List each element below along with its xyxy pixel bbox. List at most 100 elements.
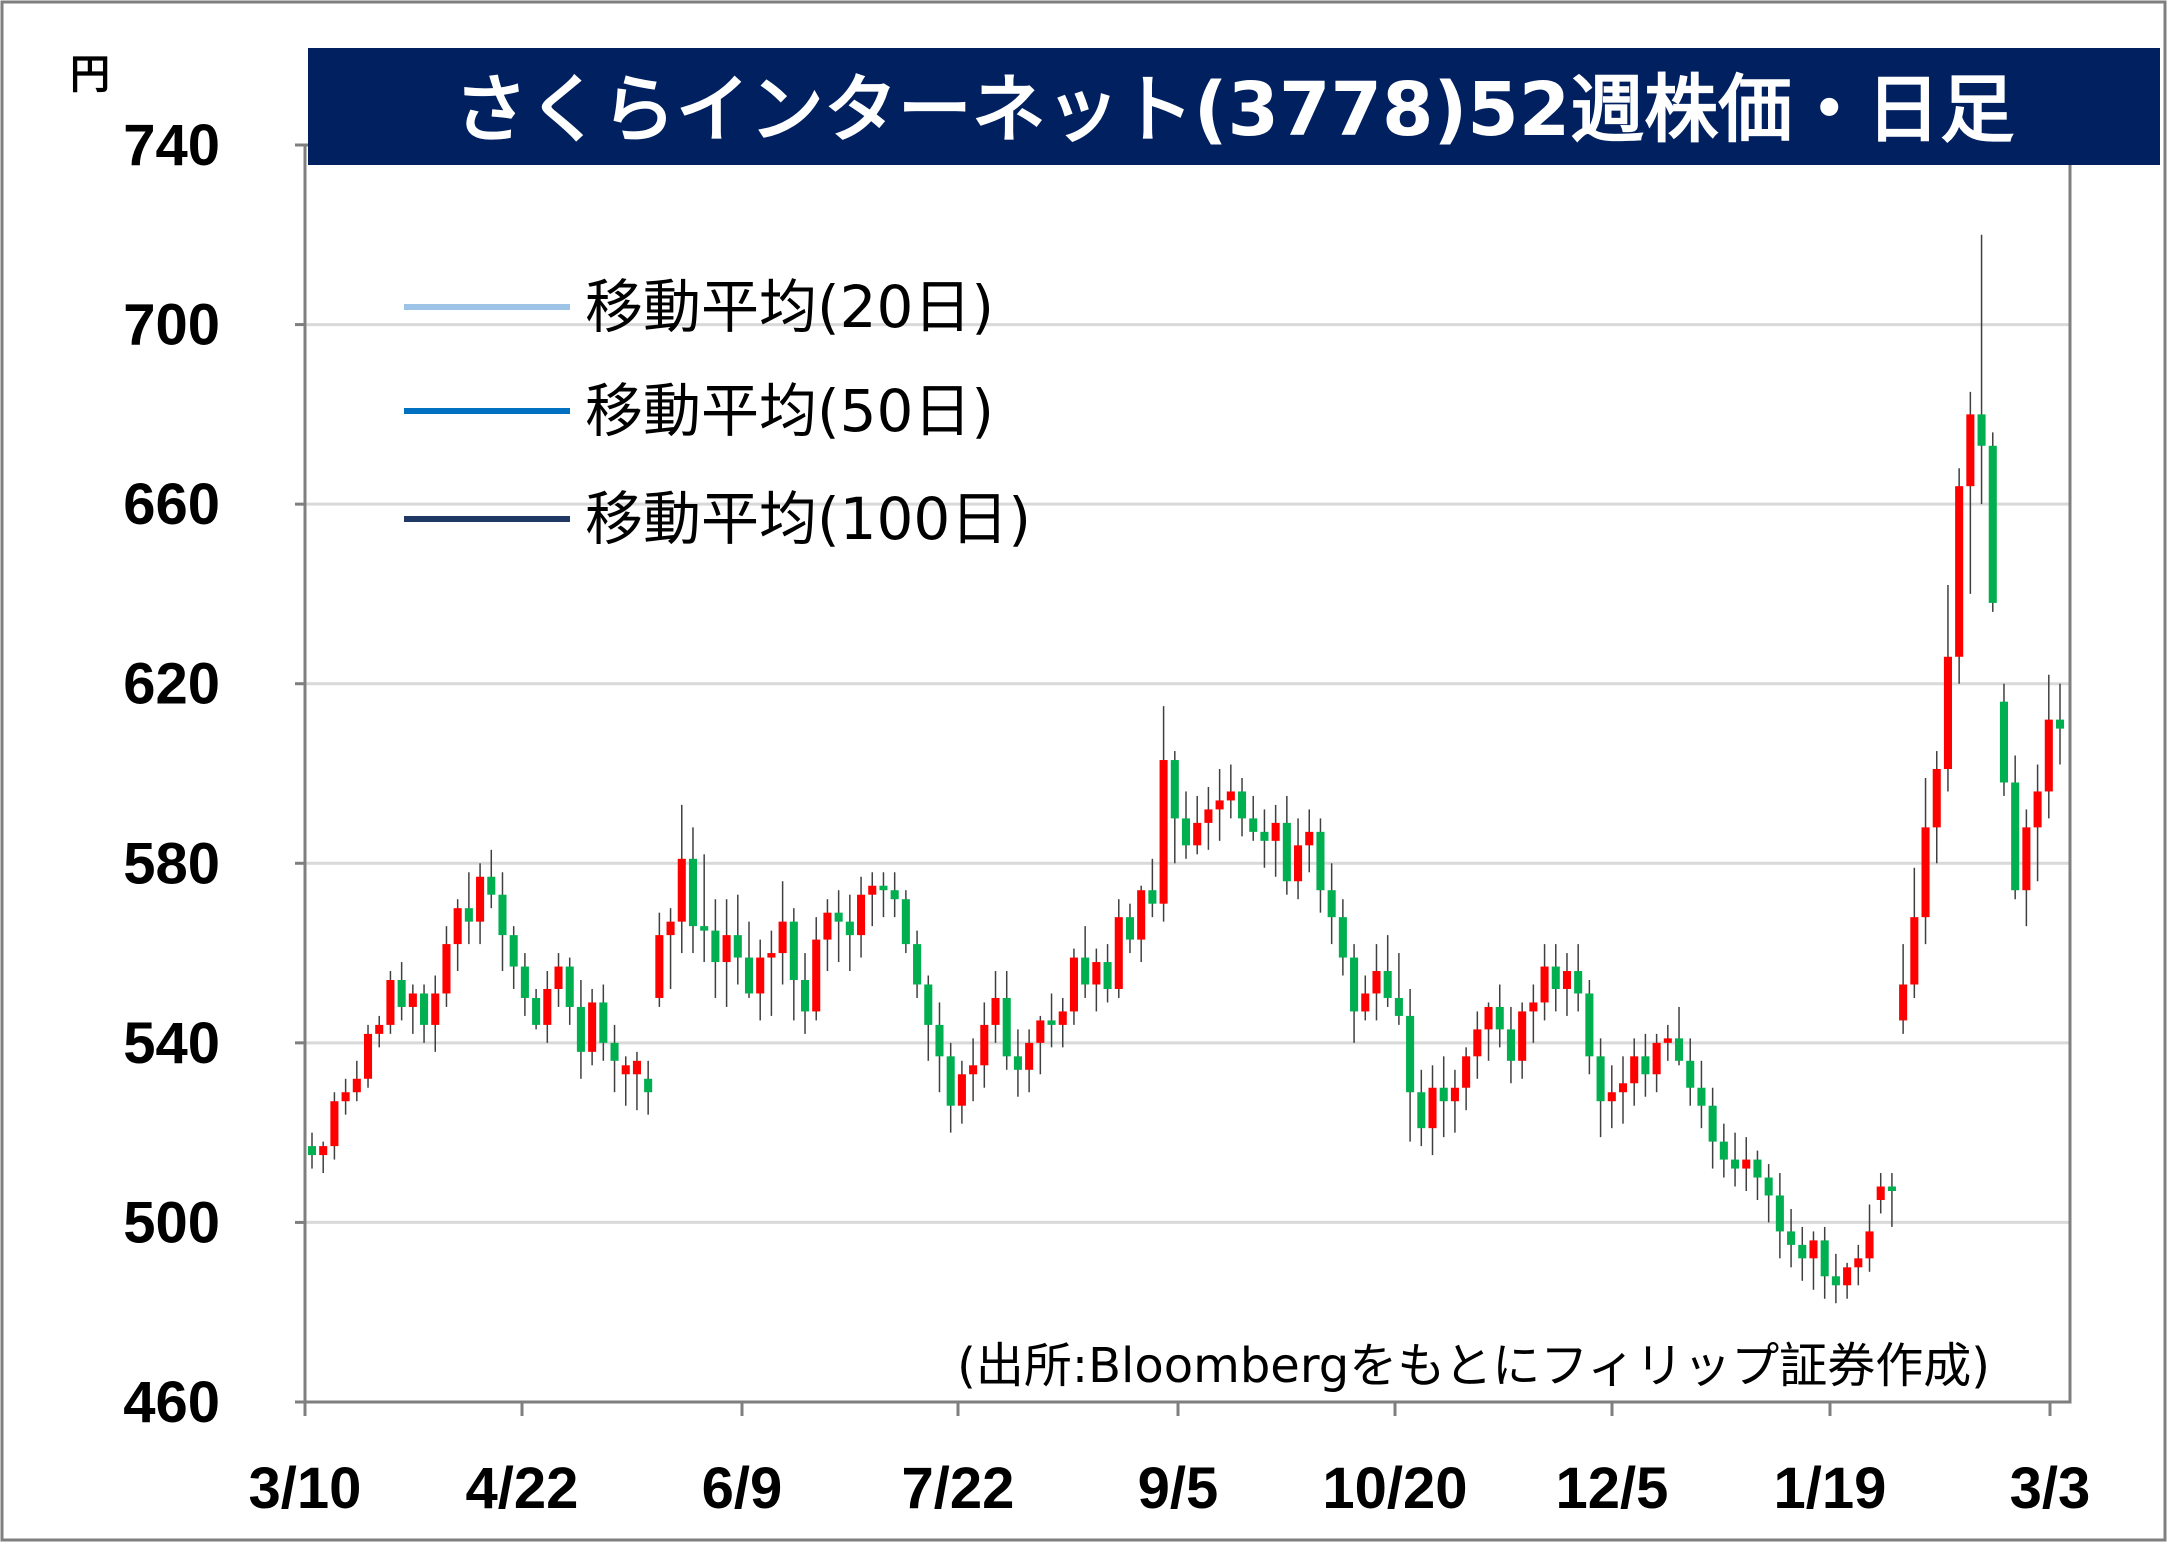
candle-down <box>599 1002 608 1043</box>
candle-up <box>1484 1006 1493 1030</box>
candle-up <box>1921 827 1930 918</box>
y-tick-label: 460 <box>123 1370 220 1435</box>
x-tick-label: 3/10 <box>249 1456 362 1521</box>
candle-down <box>935 1024 944 1057</box>
candle-down <box>487 876 496 895</box>
candle-down <box>1820 1240 1829 1277</box>
candle-up <box>1652 1042 1661 1075</box>
candle-up <box>1473 1029 1482 1057</box>
candle-down <box>610 1042 619 1061</box>
candle-down <box>733 935 742 958</box>
x-tick-label: 9/5 <box>1138 1456 1219 1521</box>
candle-up <box>778 921 787 954</box>
candle-down <box>688 858 698 927</box>
candle-up <box>1294 845 1303 882</box>
candle-down <box>1350 957 1359 1012</box>
candle-up <box>442 944 451 994</box>
candle-up <box>352 1078 361 1093</box>
candle-down <box>1686 1060 1695 1088</box>
x-tick-label: 12/5 <box>1556 1456 1669 1521</box>
candle-down <box>1999 701 2009 783</box>
candle-up <box>767 953 776 958</box>
candle-up <box>2022 827 2031 891</box>
candle-up <box>1943 656 1952 770</box>
candle-down <box>520 966 529 998</box>
candle-down <box>1887 1186 1896 1192</box>
candle-down <box>1798 1244 1807 1259</box>
candle-up <box>1742 1159 1751 1169</box>
candle-up <box>375 1024 384 1034</box>
candle-down <box>1047 1020 1056 1025</box>
y-unit-label: 円 <box>70 52 110 98</box>
candle-down <box>1125 917 1135 940</box>
candle-up <box>588 1002 597 1052</box>
candle-down <box>1338 917 1347 958</box>
candle-up <box>408 993 417 1007</box>
candle-down <box>924 984 933 1025</box>
legend: 移動平均(20日) 移動平均(50日) 移動平均(100日) <box>404 273 1031 553</box>
candle-up <box>1450 1087 1459 1102</box>
candle-down <box>879 885 888 891</box>
candle-down <box>901 899 910 945</box>
y-tick-label: 620 <box>123 652 220 717</box>
candle-down <box>913 944 922 985</box>
candle-up <box>812 939 821 1012</box>
candle-down <box>565 966 574 1007</box>
candle-up <box>621 1065 630 1075</box>
candle-up <box>1069 957 1078 1012</box>
candle-up <box>341 1092 350 1102</box>
y-tick-label: 580 <box>123 831 220 896</box>
candle-up <box>1854 1258 1863 1268</box>
candle-up <box>1876 1186 1885 1200</box>
gridlines <box>305 323 2070 1224</box>
candle-up <box>1159 760 1168 904</box>
candle-up <box>2033 791 2042 828</box>
candle-down <box>1988 445 1997 603</box>
candle-up <box>655 935 664 998</box>
candle-up <box>1137 890 1146 940</box>
candle-up <box>1428 1087 1437 1129</box>
candle-up <box>969 1065 978 1075</box>
candle-down <box>1551 966 1560 989</box>
candle-down <box>397 980 406 1007</box>
candle-down <box>1708 1105 1717 1142</box>
candle-down <box>1719 1141 1728 1160</box>
candle-down <box>1674 1038 1684 1061</box>
candle-down <box>498 894 507 936</box>
candle-down <box>532 997 541 1025</box>
candle-down <box>1081 957 1090 985</box>
candle-down <box>1013 1056 1022 1070</box>
legend-label-ma100: 移動平均(100日) <box>585 485 1031 553</box>
candle-up <box>1215 800 1224 810</box>
candle-down <box>946 1056 955 1106</box>
candle-up <box>1518 1011 1527 1061</box>
y-tick-label: 660 <box>123 472 220 537</box>
x-tick-label: 7/22 <box>902 1456 1015 1521</box>
candle-up <box>980 1024 989 1066</box>
candle-up <box>957 1074 966 1106</box>
candle-up <box>1932 769 1941 828</box>
candle-up <box>1618 1083 1628 1093</box>
candle-up <box>868 885 877 895</box>
candle-down <box>1406 1015 1415 1093</box>
candle-up <box>1910 917 1919 985</box>
candle-down <box>1495 1006 1504 1030</box>
candle-up <box>476 876 485 922</box>
candle-down <box>1753 1159 1762 1178</box>
source-note: (出所:Bloombergをもとにフィリップ証券作成) <box>957 1338 1990 1394</box>
candle-down <box>1787 1231 1796 1245</box>
candle-up <box>666 921 675 936</box>
candle-up <box>1663 1038 1672 1043</box>
candle-down <box>1383 971 1392 998</box>
candle-up <box>1540 966 1549 1003</box>
candle-up <box>363 1033 373 1079</box>
candle-up <box>1226 791 1235 801</box>
candle-up <box>1305 831 1314 846</box>
candle-up <box>1865 1231 1874 1259</box>
candle-down <box>800 980 810 1012</box>
candle-up <box>1114 917 1123 989</box>
candle-up <box>1529 1002 1538 1012</box>
title-bar <box>308 48 2160 165</box>
x-tick-label: 1/19 <box>1774 1456 1887 1521</box>
y-tick-label: 740 <box>123 113 220 178</box>
